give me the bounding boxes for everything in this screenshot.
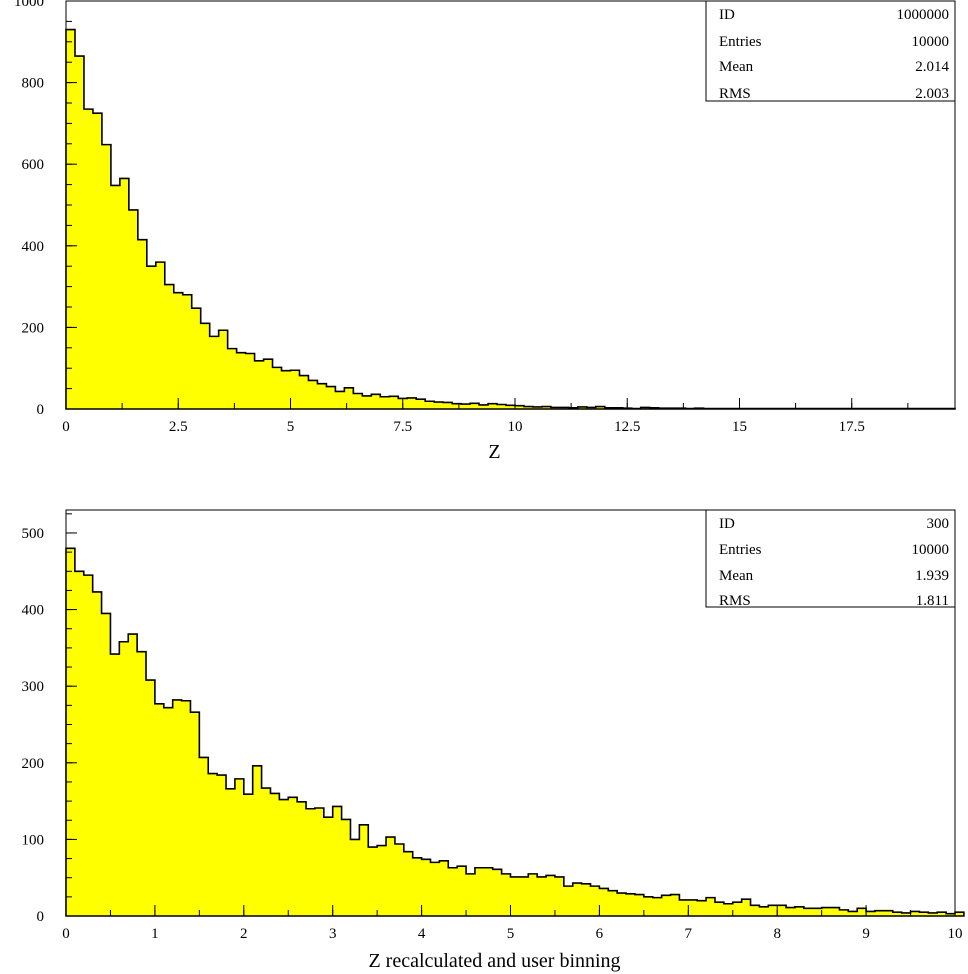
x-tick-label: 12.5 (614, 419, 640, 435)
x-tick-label: 8 (773, 926, 781, 942)
x-tick-label: 2 (240, 926, 248, 942)
stats-value-entries: 10000 (912, 34, 950, 50)
stats-label-entries: Entries (719, 542, 762, 558)
x-tick-label: 4 (418, 926, 426, 942)
x-axis-title: Z recalculated and user binning (368, 950, 620, 972)
stats-label-mean: Mean (719, 568, 754, 584)
x-tick-label: 0 (62, 419, 70, 435)
stats-value-id: 300 (927, 516, 950, 532)
histogram-2-bars (65, 547, 965, 917)
y-tick-label: 600 (22, 157, 45, 173)
stats-label-id: ID (719, 516, 735, 532)
y-tick-label: 800 (22, 76, 45, 92)
stats-value-rms: 1.811 (916, 593, 949, 609)
stats-value-rms: 2.003 (915, 86, 949, 102)
x-tick-label: 7 (685, 926, 693, 942)
stats-value-mean: 2.014 (915, 59, 949, 75)
y-tick-label: 0 (37, 909, 45, 925)
x-tick-label: 10 (948, 926, 963, 942)
y-tick-label: 200 (22, 756, 45, 772)
stats-value-entries: 10000 (912, 542, 950, 558)
x-tick-label: 6 (596, 926, 604, 942)
x-tick-label: 15 (732, 419, 747, 435)
x-tick-label: 2.5 (169, 419, 188, 435)
x-tick-label: 1 (151, 926, 159, 942)
stats-value-id: 1000000 (897, 7, 950, 23)
x-tick-label: 5 (287, 419, 295, 435)
y-tick-label: 300 (22, 679, 45, 695)
x-tick-label: 10 (507, 419, 522, 435)
stats-box (705, 0, 956, 102)
y-tick-label: 1000 (14, 0, 44, 10)
stats-label-entries: Entries (719, 34, 762, 50)
y-tick-label: 400 (22, 603, 45, 619)
y-tick-label: 0 (37, 402, 45, 418)
stats-value-mean: 1.939 (915, 568, 949, 584)
x-tick-label: 5 (507, 926, 515, 942)
x-axis-title: Z (488, 441, 500, 463)
y-tick-label: 100 (22, 832, 45, 848)
y-tick-label: 400 (22, 239, 45, 255)
y-tick-label: 500 (22, 526, 45, 542)
x-tick-label: 7.5 (393, 419, 412, 435)
stats-box (705, 509, 956, 608)
stats-label-id: ID (719, 7, 735, 23)
x-tick-label: 0 (62, 926, 70, 942)
stats-label-rms: RMS (719, 86, 751, 102)
stats-label-rms: RMS (719, 593, 751, 609)
x-tick-label: 9 (862, 926, 870, 942)
x-tick-label: 17.5 (839, 419, 865, 435)
y-tick-label: 200 (22, 320, 45, 336)
stats-label-mean: Mean (719, 59, 754, 75)
x-tick-label: 3 (329, 926, 337, 942)
